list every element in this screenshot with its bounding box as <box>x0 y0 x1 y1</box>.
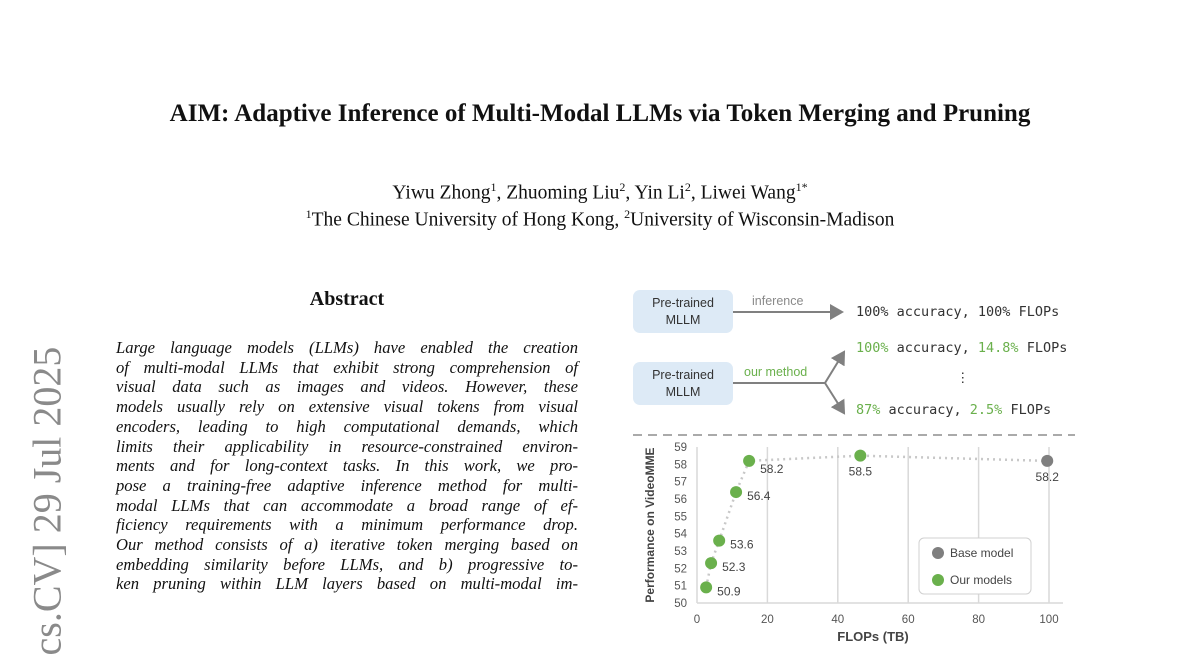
affiliation-id: 1 <box>305 207 312 221</box>
abstract-line: Our method consists of a) iterative toke… <box>116 535 578 555</box>
data-label: 58.2 <box>1036 470 1060 484</box>
data-label: 52.3 <box>722 560 746 574</box>
y-tick-label: 58 <box>674 459 687 471</box>
affiliation-id: 2 <box>624 207 631 221</box>
paper-title: AIM: Adaptive Inference of Multi-Modal L… <box>169 100 1031 127</box>
author-affiliation-mark: 1 <box>490 180 497 194</box>
author-affiliation-mark: 2 <box>619 180 626 194</box>
data-label: 53.6 <box>730 538 754 552</box>
abstract-body: Large language models (LLMs) have enable… <box>116 338 578 594</box>
author-affiliation-mark: 1* <box>795 180 808 194</box>
pretrained-mllm-box: Pre-trained MLLM <box>633 290 733 333</box>
author: Liwei Wang <box>700 182 796 204</box>
legend-label: Our models <box>950 573 1012 587</box>
pretrained-mllm-box: Pre-trained MLLM <box>633 362 733 405</box>
data-point <box>700 581 713 594</box>
branch-arrow-up <box>824 350 846 384</box>
y-axis-label: Performance on VideoMME <box>643 447 657 602</box>
y-tick-label: 56 <box>674 494 687 506</box>
abstract-line: Large language models (LLMs) have enable… <box>116 338 578 357</box>
x-tick-label: 0 <box>694 614 700 626</box>
author-affiliation-mark: 2 <box>684 180 691 194</box>
result-low: 87% accuracy, 2.5% FLOPs <box>856 402 1052 418</box>
data-label: 50.9 <box>717 584 741 598</box>
abstract-line: ken pruning within LLM layers based on m… <box>116 574 578 594</box>
affiliation: The Chinese University of Hong Kong <box>311 209 615 231</box>
data-label: 58.5 <box>849 465 873 479</box>
data-label: 56.4 <box>747 489 771 503</box>
abstract-heading: Abstract <box>309 288 385 310</box>
affiliation: University of Wisconsin-Madison <box>630 209 895 231</box>
abstract-line: modal LLMs that can accommodate a broad … <box>116 495 578 515</box>
abstract-line: encoders, leading to high computational … <box>116 416 578 436</box>
data-point <box>730 486 743 499</box>
y-tick-label: 52 <box>674 563 687 575</box>
abstract-line: visual data such as images and videos. H… <box>116 377 578 397</box>
ellipsis: ⋮ <box>956 370 970 386</box>
flops-vs-performance-chart: 0 20 40 60 80 100 50 51 52 53 54 55 56 57 58 59 FLOPs (T… <box>643 442 1063 644</box>
result-high: 100% accuracy, 14.8% FLOPs <box>856 340 1068 356</box>
data-point <box>743 454 756 467</box>
author: Yiwu Zhong <box>392 182 491 204</box>
abstract-line: models usually rely on extensive visual … <box>116 397 578 417</box>
x-tick-label: 60 <box>902 614 915 626</box>
y-tick-label: 50 <box>674 598 687 610</box>
abstract-line: of multi-modal LLMs that exhibit strong … <box>116 357 578 377</box>
our-method-label: our method <box>744 365 808 379</box>
abstract-line: embedding similarity before LLMs, and b)… <box>116 554 578 574</box>
x-tick-label: 20 <box>761 614 774 626</box>
y-tick-label: 59 <box>674 442 687 454</box>
data-point <box>705 557 718 570</box>
author: Yin Li <box>634 182 685 204</box>
y-tick-label: 57 <box>674 477 687 489</box>
figure-arrows <box>633 304 1075 436</box>
data-point <box>854 449 867 462</box>
legend <box>918 537 1032 595</box>
abstract-line: ficiency requirements with a minimum per… <box>116 515 578 535</box>
author: Zhuoming Liu <box>506 182 620 204</box>
data-point <box>713 534 726 547</box>
y-tick-label: 54 <box>674 529 687 541</box>
y-tick-label: 53 <box>674 546 687 558</box>
x-tick-label: 100 <box>1039 614 1058 626</box>
y-tick-label: 51 <box>674 581 687 593</box>
affiliation-list: 1The Chinese University of Hong Kong, 2U… <box>305 207 895 231</box>
x-tick-label: 80 <box>972 614 985 626</box>
legend-label: Base model <box>950 546 1013 560</box>
author-list: Yiwu Zhong1, Zhuoming Liu2, Yin Li2, Liw… <box>392 180 808 204</box>
arxiv-stamp: cs.CV] 29 Jul 2025 <box>24 346 70 656</box>
legend-marker <box>932 574 944 586</box>
x-axis-label: FLOPs (TB) <box>837 629 909 644</box>
branch-arrow-down <box>824 382 846 415</box>
data-point <box>1041 454 1054 467</box>
x-tick-label: 40 <box>831 614 844 626</box>
abstract-line: limits their applicability in resource-c… <box>116 436 578 456</box>
abstract-line: pose a training-free adaptive inference … <box>116 475 578 495</box>
result-baseline: 100% accuracy, 100% FLOPs <box>856 304 1060 320</box>
abstract-line: ments and for long-context tasks. In thi… <box>116 456 578 476</box>
data-label: 58.2 <box>760 462 784 476</box>
y-tick-label: 55 <box>674 511 687 523</box>
legend-marker <box>932 547 944 559</box>
inference-label: inference <box>752 294 804 308</box>
